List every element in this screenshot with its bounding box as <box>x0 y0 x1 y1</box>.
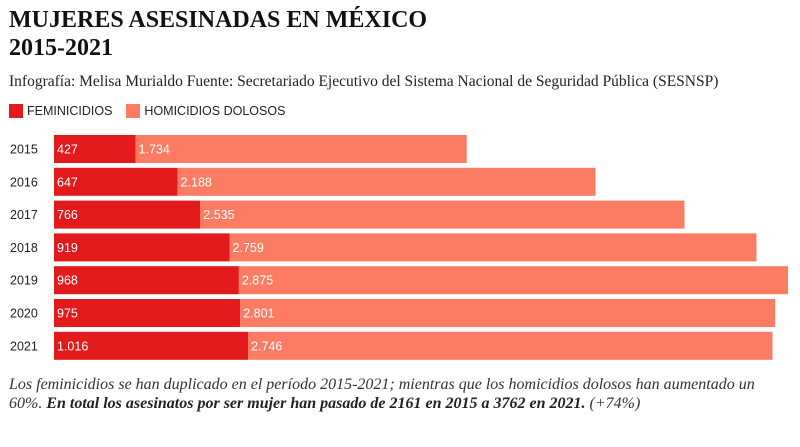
value-label-feminicidios-2019: 968 <box>57 274 78 288</box>
bar-feminicidios-2017 <box>54 200 201 229</box>
bar-homicidios-2016 <box>177 167 596 196</box>
value-label-homicidios-2015: 1.734 <box>139 143 170 157</box>
year-label-2017: 2017 <box>10 208 38 222</box>
bar-feminicidios-2020 <box>54 299 241 327</box>
value-label-feminicidios-2017: 766 <box>57 208 78 222</box>
legend-swatch-homicidios <box>126 104 141 118</box>
year-label-2016: 2016 <box>10 175 38 189</box>
footnote: Los feminicidios se han duplicado en el … <box>9 375 789 413</box>
value-label-homicidios-2018: 2.759 <box>233 241 264 255</box>
value-label-feminicidios-2016: 647 <box>57 175 78 189</box>
title-line-1: MUJERES ASESINADAS EN MÉXICO <box>9 7 428 33</box>
legend: FEMINICIDIOS HOMICIDIOS DOLOSOS <box>9 104 299 118</box>
year-label-2015: 2015 <box>10 143 38 157</box>
bar-feminicidios-2015 <box>54 135 136 163</box>
bar-homicidios-2018 <box>229 233 757 262</box>
year-label-2021: 2021 <box>10 339 38 353</box>
value-label-homicidios-2016: 2.188 <box>181 175 212 189</box>
value-label-homicidios-2017: 2.535 <box>203 208 234 222</box>
legend-label-homicidios: HOMICIDIOS DOLOSOS <box>144 104 286 118</box>
year-label-2018: 2018 <box>10 241 38 255</box>
value-label-homicidios-2019: 2.875 <box>242 274 273 288</box>
value-label-feminicidios-2021: 1.016 <box>57 339 88 353</box>
year-label-2020: 2020 <box>10 307 38 321</box>
legend-swatch-feminicidios <box>9 104 23 118</box>
footnote-plain: Los feminicidios se han duplicado en el … <box>9 376 755 412</box>
bar-feminicidios-2021 <box>54 331 249 360</box>
bar-homicidios-2019 <box>238 266 789 295</box>
bar-homicidios-2015 <box>135 135 467 163</box>
year-label-2019: 2019 <box>10 274 38 288</box>
legend-item-homicidios: HOMICIDIOS DOLOSOS <box>126 104 285 118</box>
value-label-feminicidios-2018: 919 <box>57 241 78 255</box>
chart-subtitle: Infografía: Melisa Murialdo Fuente: Secr… <box>9 73 719 90</box>
bar-homicidios-2020 <box>240 299 776 327</box>
bar-homicidios-2021 <box>248 331 773 360</box>
bar-feminicidios-2018 <box>54 233 230 262</box>
footnote-tail: (+74%) <box>585 395 641 412</box>
value-label-homicidios-2021: 2.746 <box>251 339 282 353</box>
footnote-bold: En total los asesinatos por ser mujer ha… <box>46 395 586 412</box>
legend-label-feminicidios: FEMINICIDIOS <box>27 104 113 118</box>
bar-homicidios-2017 <box>200 200 685 229</box>
value-label-feminicidios-2020: 975 <box>57 307 78 321</box>
title-line-2: 2015-2021 <box>9 35 113 61</box>
value-label-homicidios-2020: 2.801 <box>243 307 274 321</box>
bar-feminicidios-2019 <box>54 266 239 295</box>
bar-feminicidios-2016 <box>54 167 178 196</box>
value-label-feminicidios-2015: 427 <box>57 143 78 157</box>
legend-item-feminicidios: FEMINICIDIOS <box>9 104 112 118</box>
chart-title: MUJERES ASESINADAS EN MÉXICO 2015-2021 <box>9 6 427 62</box>
